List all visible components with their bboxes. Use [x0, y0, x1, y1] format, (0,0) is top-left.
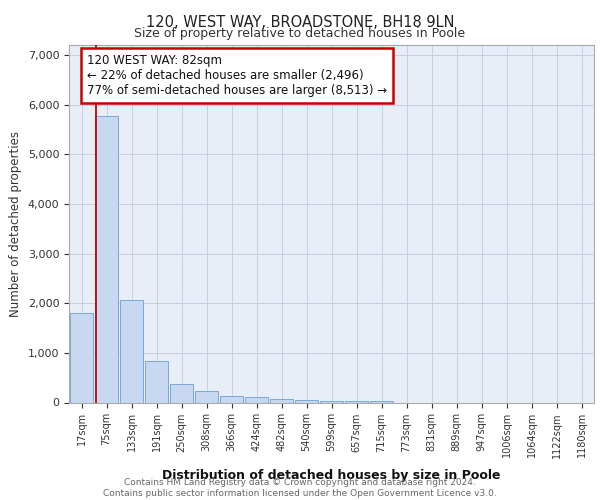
- Bar: [245, 397, 268, 402]
- Bar: [95, 116, 118, 403]
- Text: 120, WEST WAY, BROADSTONE, BH18 9LN: 120, WEST WAY, BROADSTONE, BH18 9LN: [146, 15, 454, 30]
- Text: Size of property relative to detached houses in Poole: Size of property relative to detached ho…: [134, 28, 466, 40]
- Text: Contains HM Land Registry data © Crown copyright and database right 2024.
Contai: Contains HM Land Registry data © Crown c…: [103, 478, 497, 498]
- X-axis label: Distribution of detached houses by size in Poole: Distribution of detached houses by size …: [162, 469, 501, 482]
- Bar: [320, 400, 343, 402]
- Text: 120 WEST WAY: 82sqm
← 22% of detached houses are smaller (2,496)
77% of semi-det: 120 WEST WAY: 82sqm ← 22% of detached ho…: [88, 54, 388, 97]
- Bar: [345, 401, 368, 402]
- Bar: [170, 384, 193, 402]
- Bar: [195, 390, 218, 402]
- Bar: [270, 398, 293, 402]
- Bar: [145, 362, 168, 403]
- Y-axis label: Number of detached properties: Number of detached properties: [9, 130, 22, 317]
- Bar: [220, 396, 243, 402]
- Bar: [370, 401, 393, 402]
- Bar: [295, 400, 318, 402]
- Bar: [70, 313, 93, 402]
- Bar: [120, 300, 143, 402]
